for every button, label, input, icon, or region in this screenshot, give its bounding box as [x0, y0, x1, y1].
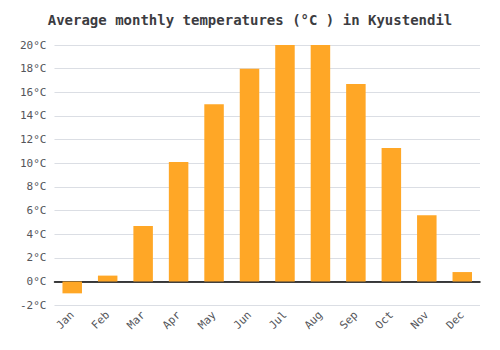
svg-text:18°C: 18°C [20, 62, 47, 75]
svg-text:Aug: Aug [302, 309, 325, 332]
svg-text:Jul: Jul [266, 309, 289, 332]
svg-text:2°C: 2°C [27, 251, 47, 264]
svg-text:Average monthly temperatures (: Average monthly temperatures (°C ) in Ky… [48, 12, 453, 28]
svg-text:-2°C: -2°C [20, 299, 47, 312]
svg-text:14°C: 14°C [20, 109, 47, 122]
svg-text:16°C: 16°C [20, 86, 47, 99]
svg-text:Oct: Oct [373, 309, 396, 332]
svg-text:6°C: 6°C [27, 204, 47, 217]
svg-text:10°C: 10°C [20, 157, 47, 170]
svg-text:Jan: Jan [54, 309, 77, 332]
svg-text:12°C: 12°C [20, 133, 47, 146]
svg-text:Apr: Apr [160, 308, 183, 331]
svg-text:Dec: Dec [444, 309, 467, 332]
svg-text:8°C: 8°C [27, 180, 47, 193]
svg-text:Mar: Mar [125, 308, 148, 331]
svg-text:Sep: Sep [337, 309, 360, 332]
svg-text:0°C: 0°C [27, 275, 47, 288]
svg-text:Feb: Feb [89, 309, 112, 332]
svg-text:Nov: Nov [408, 308, 431, 331]
svg-text:Jun: Jun [231, 309, 254, 332]
svg-text:May: May [195, 308, 218, 331]
svg-text:4°C: 4°C [27, 228, 47, 241]
svg-text:20°C: 20°C [20, 39, 47, 52]
